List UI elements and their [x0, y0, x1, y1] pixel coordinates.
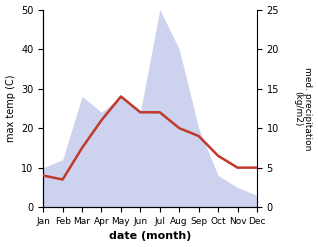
Y-axis label: max temp (C): max temp (C) [5, 75, 16, 142]
X-axis label: date (month): date (month) [109, 231, 191, 242]
Y-axis label: med. precipitation
(kg/m2): med. precipitation (kg/m2) [293, 67, 313, 150]
